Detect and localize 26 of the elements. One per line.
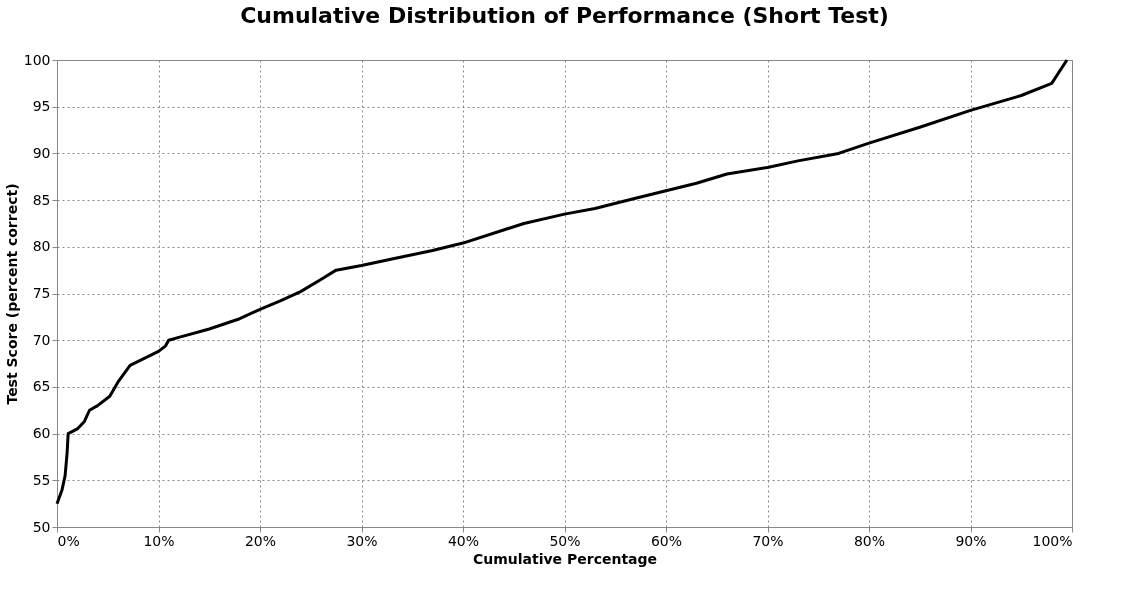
- y-tick-label: 85: [32, 191, 51, 208]
- x-tick-label: 50%: [549, 532, 581, 549]
- y-tick-label: 90: [32, 144, 51, 161]
- chart-title: Cumulative Distribution of Performance (Short Test): [240, 3, 889, 28]
- y-tick-label: 65: [32, 378, 51, 395]
- y-tick-label: 95: [32, 98, 51, 115]
- y-tick-label: 100: [23, 51, 51, 68]
- y-tick-label: 80: [32, 238, 51, 255]
- line-series: [55, 58, 1069, 506]
- y-tick-label: 55: [32, 471, 51, 488]
- y-tick-label: 50: [32, 518, 51, 535]
- y-tick-label: 70: [32, 331, 51, 348]
- x-tick-label: 10%: [143, 532, 175, 549]
- y-tick-label: 75: [32, 285, 51, 301]
- x-tick-label: 80%: [853, 532, 886, 549]
- x-axis-title: Cumulative Percentage: [472, 550, 658, 567]
- x-tick-label: 70%: [752, 532, 784, 549]
- x-tick-label: 90%: [955, 532, 987, 549]
- x-tick-label: 0%: [57, 532, 80, 549]
- y-axis-title: Test Score (percent correct): [3, 183, 20, 405]
- x-tick-label: 30%: [346, 532, 378, 549]
- x-tick-label: 20%: [244, 532, 277, 549]
- y-tick-label: 60: [32, 425, 51, 442]
- x-tick-label: 40%: [447, 532, 480, 549]
- x-tick-label: 100%: [1032, 532, 1073, 549]
- x-tick-label: 60%: [650, 532, 683, 549]
